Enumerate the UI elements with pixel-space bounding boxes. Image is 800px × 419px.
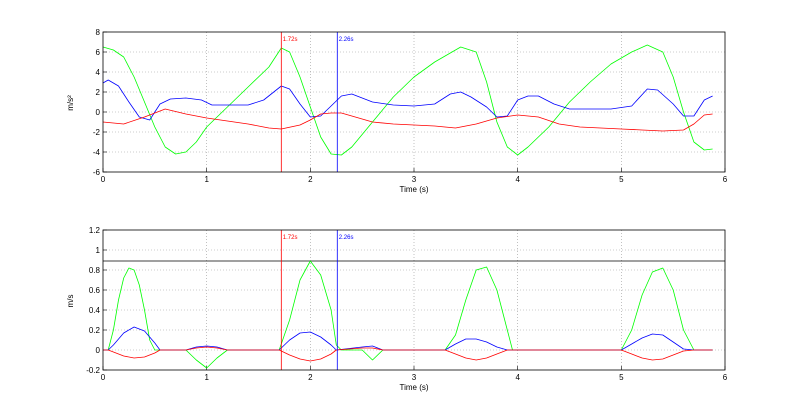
p0-plot-frame — [102, 31, 726, 173]
p0-x-tick-label: 3 — [412, 175, 417, 184]
p0-series-line-1 — [102, 79, 713, 121]
p1-marker-label-1: 2.26s — [339, 235, 354, 241]
p0-y-tick-label: 8 — [96, 28, 101, 37]
p0-x-tick-label: 0 — [101, 175, 106, 184]
p1-x-tick-label: 5 — [619, 373, 624, 382]
p1-series-line-2 — [103, 346, 713, 362]
p0-y-tick-label: -2 — [93, 128, 101, 137]
p1-y-tick-label: 0.6 — [89, 286, 101, 295]
p1-y-tick-label: 1 — [96, 246, 101, 255]
acceleration-xlabel: Time (s) — [399, 185, 428, 194]
p1-series-line-0 — [103, 260, 713, 369]
acceleration-plot: Time (s) m/s² 0 1 2 3 4 5 6 -6 -4 -2 0 2 4 6 8 1.72s 2.2… — [66, 28, 728, 194]
velocity-ylabel: m/s — [66, 295, 75, 308]
p1-x-tick-label: 6 — [723, 373, 728, 382]
p0-marker-label-1: 2.26s — [339, 37, 354, 43]
p0-x-tick-label: 6 — [723, 175, 728, 184]
p0-y-tick-label: -4 — [93, 148, 101, 157]
p0-y-tick-label: 0 — [96, 108, 101, 117]
p1-x-tick-label: 3 — [412, 373, 417, 382]
p1-y-tick-label: 0 — [96, 346, 101, 355]
p1-y-tick-label: 0.4 — [89, 306, 101, 315]
p0-x-tick-label: 4 — [515, 175, 520, 184]
p0-y-tick-label: 6 — [96, 48, 101, 57]
p0-y-tick-label: 4 — [96, 68, 101, 77]
p0-x-tick-label: 2 — [308, 175, 313, 184]
velocity-xlabel: Time (s) — [399, 383, 428, 392]
p1-plot-frame — [102, 229, 726, 371]
p0-x-tick-label: 5 — [619, 175, 624, 184]
p0-x-tick-label: 1 — [204, 175, 209, 184]
p1-y-tick-label: 0.8 — [89, 266, 101, 275]
acceleration-ylabel: m/s² — [66, 95, 75, 111]
p0-y-tick-label: 2 — [96, 88, 101, 97]
velocity-plot: Time (s) m/s 0 1 2 3 4 5 6-0.200.20.40.60.811.… — [66, 226, 728, 392]
p0-series-line-2 — [102, 108, 713, 132]
p1-x-tick-label: 2 — [308, 373, 313, 382]
p0-marker-label-0: 1.72s — [283, 37, 298, 43]
p0-y-tick-label: -6 — [93, 168, 101, 177]
p1-x-tick-label: 0 — [101, 373, 106, 382]
p1-y-tick-label: 0.2 — [89, 326, 101, 335]
p1-y-tick-label: -0.2 — [86, 366, 100, 375]
p1-x-tick-label: 4 — [515, 373, 520, 382]
p1-y-tick-label: 1.2 — [89, 226, 101, 235]
p1-x-tick-label: 1 — [204, 373, 209, 382]
p1-marker-label-0: 1.72s — [283, 235, 298, 241]
p1-series-line-1 — [103, 326, 713, 351]
